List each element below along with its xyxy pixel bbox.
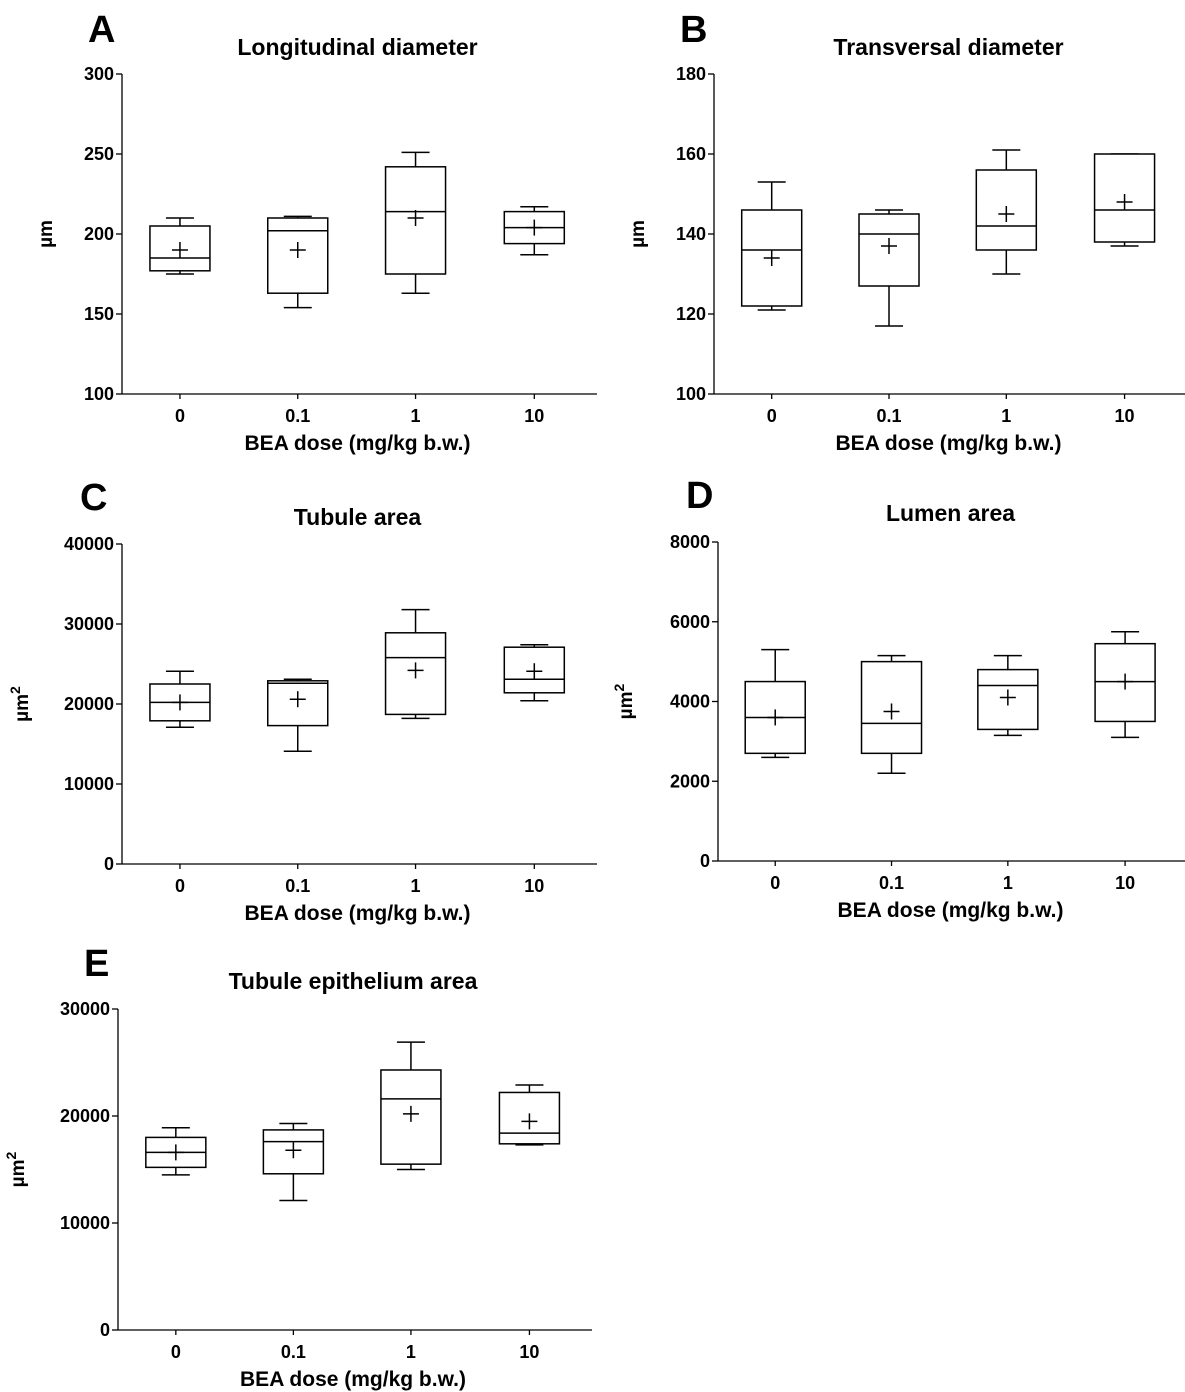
y-tick-label: 200	[84, 224, 114, 244]
panel-e: E Tubule epithelium area 0 10000 20000 30000 0…	[3, 943, 592, 1391]
x-tick-label: 1	[1001, 406, 1011, 426]
panel-b: B Transversal diameter 100 120 140 160 180 0 0.1…	[628, 9, 1185, 455]
box-plot-1	[267, 678, 329, 752]
y-tick-label: 20000	[64, 694, 114, 714]
y-tick-label: 30000	[64, 614, 114, 634]
y-tick-label: 250	[84, 144, 114, 164]
x-tick-label: 10	[524, 406, 544, 426]
y-tick-label: 150	[84, 304, 114, 324]
box-plot-2	[384, 151, 447, 294]
y-tick-label: 10000	[60, 1213, 110, 1233]
y-axis-label: µm	[628, 220, 649, 248]
y-axis-label-unit: µm	[12, 694, 33, 722]
box-plot-0	[149, 670, 211, 728]
box-plot-0	[145, 1127, 207, 1176]
x-tick-label: 1	[406, 1342, 416, 1362]
x-tick-label: 0	[175, 876, 185, 896]
x-tick-label: 0.1	[879, 873, 904, 893]
y-tick-label: 0	[100, 1320, 110, 1340]
y-tick-label: 0	[700, 851, 710, 871]
panel-c: C Tubule area 0 10000 20000 30000 40000 0 0.1 1 10…	[7, 477, 597, 925]
y-axis-label: µm2	[7, 686, 33, 722]
x-tick-label: 0	[770, 873, 780, 893]
y-tick-label: 100	[676, 384, 706, 404]
y-tick-label: 0	[104, 854, 114, 874]
x-tick-label: 10	[519, 1342, 539, 1362]
x-tick-label: 0	[171, 1342, 181, 1362]
box-plot-2	[977, 654, 1039, 737]
chart-title: Tubule area	[294, 504, 422, 530]
x-tick-label: 1	[411, 876, 421, 896]
x-tick-label: 10	[1115, 406, 1135, 426]
box-plot-1	[262, 1122, 325, 1202]
box-plot-1	[267, 215, 329, 309]
panel-letter: B	[680, 9, 707, 51]
y-tick-label: 6000	[670, 612, 710, 632]
y-axis-label-sup: 2	[7, 686, 23, 694]
y-axis-label-sup: 2	[611, 683, 627, 691]
panel-letter: C	[80, 477, 107, 519]
x-tick-label: 0	[767, 406, 777, 426]
y-tick-label: 8000	[670, 532, 710, 552]
y-axis-label-unit: µm	[36, 220, 57, 248]
box-plot-1	[860, 654, 923, 775]
y-tick-label: 100	[84, 384, 114, 404]
x-tick-label: 0.1	[876, 406, 901, 426]
y-tick-label: 140	[676, 224, 706, 244]
y-tick-label: 4000	[670, 692, 710, 712]
chart-title: Longitudinal diameter	[237, 34, 477, 60]
x-tick-label: 1	[411, 406, 421, 426]
y-tick-label: 300	[84, 64, 114, 84]
chart-title: Lumen area	[886, 500, 1015, 526]
y-axis-label: µm2	[611, 683, 637, 719]
y-tick-label: 10000	[64, 774, 114, 794]
box-plot-3	[1094, 630, 1156, 739]
y-tick-label: 120	[676, 304, 706, 324]
box-plot-2	[384, 608, 447, 720]
x-axis-label: BEA dose (mg/kg b.w.)	[836, 432, 1062, 455]
box-plot-0	[744, 648, 806, 759]
y-axis-label-unit: µm	[8, 1159, 29, 1187]
y-tick-label: 160	[676, 144, 706, 164]
x-tick-label: 1	[1003, 873, 1013, 893]
x-tick-label: 10	[524, 876, 544, 896]
x-tick-label: 0	[175, 406, 185, 426]
panel-letter: E	[84, 943, 109, 985]
box-plot-3	[503, 206, 566, 256]
panel-a: A Longitudinal diameter 100 150 200 250 300 0 0.…	[36, 9, 597, 455]
y-tick-label: 40000	[64, 534, 114, 554]
y-axis-label: µm	[36, 220, 57, 248]
panel-letter: A	[88, 9, 115, 51]
y-axis-label-unit: µm	[628, 220, 649, 248]
box-plot-1	[858, 209, 920, 327]
box-plot-2	[975, 149, 1038, 275]
y-axis-label: µm2	[3, 1151, 29, 1187]
y-tick-label: 20000	[60, 1106, 110, 1126]
box-plot-0	[149, 217, 211, 275]
x-tick-label: 0.1	[281, 1342, 306, 1362]
y-tick-label: 180	[676, 64, 706, 84]
chart-title: Tubule epithelium area	[229, 968, 478, 994]
x-axis-label: BEA dose (mg/kg b.w.)	[245, 902, 471, 925]
box-plot-2	[380, 1041, 442, 1171]
box-plot-3	[503, 644, 566, 702]
y-tick-label: 2000	[670, 771, 710, 791]
y-tick-label: 30000	[60, 999, 110, 1019]
panel-d: D Lumen area 0 2000 4000 6000 8000 0 0.1 1 10 BEA d…	[611, 475, 1185, 922]
x-tick-label: 10	[1115, 873, 1135, 893]
x-tick-label: 0.1	[285, 876, 310, 896]
chart-title: Transversal diameter	[833, 34, 1063, 60]
y-axis-label-unit: µm	[616, 691, 637, 719]
x-axis-label: BEA dose (mg/kg b.w.)	[245, 432, 471, 455]
x-tick-label: 0.1	[285, 406, 310, 426]
x-axis-label: BEA dose (mg/kg b.w.)	[240, 1368, 466, 1391]
panel-letter: D	[686, 475, 713, 517]
x-axis-label: BEA dose (mg/kg b.w.)	[838, 899, 1064, 922]
y-axis-label-sup: 2	[3, 1151, 19, 1159]
box-plot-3	[1093, 153, 1156, 247]
box-plot-3	[498, 1084, 561, 1146]
box-plot-0	[740, 181, 803, 311]
